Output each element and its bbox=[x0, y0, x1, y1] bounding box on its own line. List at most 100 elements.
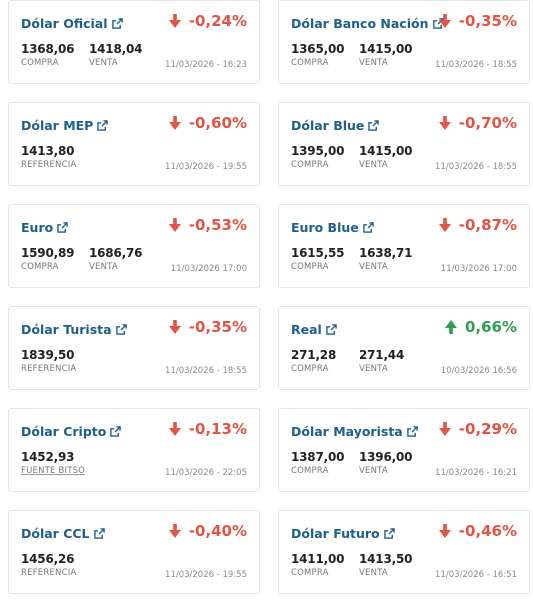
quote-number: 1415,00 bbox=[359, 42, 413, 56]
change-indicator: -0,35% bbox=[438, 12, 517, 30]
change-percent: 0,66% bbox=[464, 318, 517, 336]
quote-values: 271,28 COMPRA 271,44 VENTA bbox=[291, 348, 427, 374]
quote-card: Real 0,66% 271,28 COMPRA 271,44 VENTA 10… bbox=[278, 306, 530, 390]
quote-value: 271,44 VENTA bbox=[359, 348, 427, 374]
change-indicator: -0,24% bbox=[168, 12, 247, 30]
quote-value: 1368,06 COMPRA bbox=[21, 42, 89, 68]
quote-label: REFERENCIA bbox=[21, 568, 77, 578]
quote-value: 1387,00 COMPRA bbox=[291, 450, 359, 476]
quote-values: 1456,26 REFERENCIA bbox=[21, 552, 89, 578]
external-link-icon bbox=[406, 426, 418, 437]
quote-title-link[interactable]: Dólar Banco Nación bbox=[291, 16, 444, 31]
arrow-down-icon bbox=[438, 14, 451, 28]
external-link-icon bbox=[93, 528, 105, 539]
quote-values: 1395,00 COMPRA 1415,00 VENTA bbox=[291, 144, 427, 170]
timestamp: 11/03/2026 - 18:55 bbox=[165, 366, 247, 376]
change-indicator: -0,13% bbox=[168, 420, 247, 438]
change-percent: -0,87% bbox=[458, 216, 517, 234]
source-link[interactable]: FUENTE BITSO bbox=[21, 466, 86, 476]
arrow-down-icon bbox=[168, 14, 181, 28]
quote-label: REFERENCIA bbox=[21, 364, 77, 374]
quote-value: 271,28 COMPRA bbox=[291, 348, 359, 374]
quote-title-link[interactable]: Euro Blue bbox=[291, 220, 374, 235]
quote-value: 1456,26 REFERENCIA bbox=[21, 552, 89, 578]
quote-label: COMPRA bbox=[291, 262, 329, 272]
quote-number: 1839,50 bbox=[21, 348, 75, 362]
quote-number: 1413,50 bbox=[359, 552, 413, 566]
quote-title: Dólar MEP bbox=[21, 118, 94, 133]
arrow-down-icon bbox=[168, 218, 181, 232]
external-link-icon bbox=[111, 18, 123, 29]
quote-title: Dólar Cripto bbox=[21, 424, 107, 439]
quote-card: Dólar Mayorista -0,29% 1387,00 COMPRA 13… bbox=[278, 408, 530, 492]
quote-label: VENTA bbox=[359, 364, 388, 374]
quote-value: 1396,00 VENTA bbox=[359, 450, 427, 476]
change-indicator: -0,29% bbox=[438, 420, 517, 438]
quote-title: Dólar Blue bbox=[291, 118, 365, 133]
timestamp: 11/03/2026 17:00 bbox=[170, 264, 247, 274]
change-indicator: -0,87% bbox=[438, 216, 517, 234]
quote-label: VENTA bbox=[89, 262, 118, 272]
quote-label: COMPRA bbox=[21, 58, 59, 68]
quote-values: 1365,00 COMPRA 1415,00 VENTA bbox=[291, 42, 427, 68]
quote-title: Dólar Mayorista bbox=[291, 424, 403, 439]
change-indicator: -0,53% bbox=[168, 216, 247, 234]
quote-title-link[interactable]: Dólar MEP bbox=[21, 118, 109, 133]
quote-title-link[interactable]: Dólar Mayorista bbox=[291, 424, 418, 439]
external-link-icon bbox=[362, 222, 374, 233]
quote-number: 1413,80 bbox=[21, 144, 75, 158]
external-link-icon bbox=[368, 120, 380, 131]
quote-value: 1638,71 VENTA bbox=[359, 246, 427, 272]
arrow-down-icon bbox=[438, 218, 451, 232]
change-percent: -0,53% bbox=[188, 216, 247, 234]
arrow-up-icon bbox=[444, 320, 457, 334]
change-percent: -0,70% bbox=[458, 114, 517, 132]
quote-title-link[interactable]: Dólar CCL bbox=[21, 526, 105, 541]
quote-card: Dólar Blue -0,70% 1395,00 COMPRA 1415,00… bbox=[278, 102, 530, 186]
quote-card: Dólar Futuro -0,46% 1411,00 COMPRA 1413,… bbox=[278, 510, 530, 594]
quote-value: 1418,04 VENTA bbox=[89, 42, 157, 68]
external-link-icon bbox=[383, 528, 395, 539]
quote-number: 1411,00 bbox=[291, 552, 345, 566]
quote-number: 1418,04 bbox=[89, 42, 143, 56]
quote-title: Dólar Turista bbox=[21, 322, 112, 337]
quote-number: 1615,55 bbox=[291, 246, 345, 260]
external-link-icon bbox=[97, 120, 109, 131]
quote-values: 1387,00 COMPRA 1396,00 VENTA bbox=[291, 450, 427, 476]
quote-title: Dólar Banco Nación bbox=[291, 16, 429, 31]
quote-title-link[interactable]: Dólar Turista bbox=[21, 322, 127, 337]
change-indicator: 0,66% bbox=[444, 318, 517, 336]
change-percent: -0,35% bbox=[188, 318, 247, 336]
change-percent: -0,46% bbox=[458, 522, 517, 540]
quote-value: 1413,80 REFERENCIA bbox=[21, 144, 89, 170]
quote-label: COMPRA bbox=[291, 160, 329, 170]
quote-number: 271,28 bbox=[291, 348, 337, 362]
quote-value: 1413,50 VENTA bbox=[359, 552, 427, 578]
external-link-icon bbox=[57, 222, 68, 233]
arrow-down-icon bbox=[168, 116, 181, 130]
quote-value: 1615,55 COMPRA bbox=[291, 246, 359, 272]
change-percent: -0,24% bbox=[188, 12, 247, 30]
quote-label: VENTA bbox=[359, 58, 388, 68]
timestamp: 11/03/2026 - 16:23 bbox=[165, 60, 247, 70]
quote-values: 1615,55 COMPRA 1638,71 VENTA bbox=[291, 246, 427, 272]
quote-title-link[interactable]: Dólar Blue bbox=[291, 118, 380, 133]
quote-title-link[interactable]: Dólar Futuro bbox=[291, 526, 395, 541]
quote-title-link[interactable]: Euro bbox=[21, 220, 68, 235]
quote-card: Euro Blue -0,87% 1615,55 COMPRA 1638,71 … bbox=[278, 204, 530, 288]
quote-label: COMPRA bbox=[291, 466, 329, 476]
quote-label: VENTA bbox=[359, 568, 388, 578]
quote-title-link[interactable]: Real bbox=[291, 322, 337, 337]
quote-card: Dólar CCL -0,40% 1456,26 REFERENCIA 11/0… bbox=[8, 510, 260, 594]
quote-title-link[interactable]: Dólar Cripto bbox=[21, 424, 122, 439]
quote-label: VENTA bbox=[359, 262, 388, 272]
quote-card: Dólar Cripto -0,13% 1452,93 FUENTE BITSO… bbox=[8, 408, 260, 492]
quote-label: VENTA bbox=[359, 466, 388, 476]
arrow-down-icon bbox=[438, 524, 451, 538]
arrow-down-icon bbox=[438, 116, 451, 130]
quote-values: 1413,80 REFERENCIA bbox=[21, 144, 89, 170]
quote-value: 1686,76 VENTA bbox=[89, 246, 157, 272]
quote-title-link[interactable]: Dólar Oficial bbox=[21, 16, 123, 31]
quote-number: 1395,00 bbox=[291, 144, 345, 158]
